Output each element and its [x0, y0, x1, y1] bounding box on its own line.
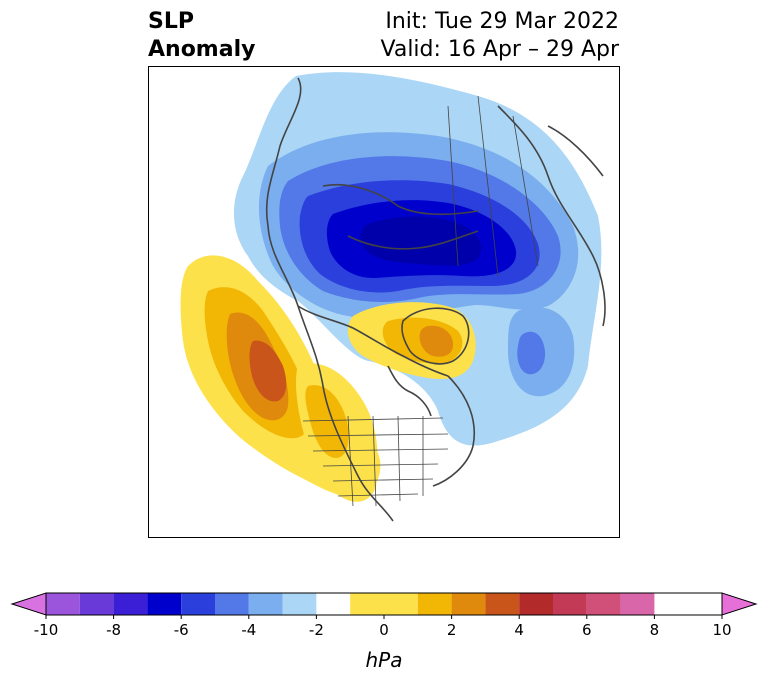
valid-range-text: Valid: 16 Apr – 29 Apr: [380, 37, 620, 62]
map-border: [148, 66, 620, 538]
colorbar-tick-label: 10: [712, 621, 731, 639]
colorbar-tick-label: 4: [514, 621, 524, 639]
colorbar-segment: [113, 593, 148, 615]
colorbar-label: hPa: [366, 648, 403, 672]
colorbar-segment: [46, 593, 80, 615]
colorbar-segment: [181, 593, 215, 615]
colorbar-segment: [316, 593, 351, 615]
atlantic-negative-3: [517, 331, 546, 375]
colorbar-tick-label: -2: [309, 621, 324, 639]
colorbar-ticks: -10 -8 -6 -4 -2 0 2 4 6 8 10: [34, 615, 732, 639]
colorbar-segment: [417, 593, 452, 615]
colorbar-over-arrow: [721, 592, 758, 616]
title-left: SLP Anomaly: [148, 8, 255, 64]
title-right: Init: Tue 29 Mar 2022 Valid: 16 Apr – 29…: [381, 8, 620, 64]
colorbar-under-arrow: [10, 592, 47, 616]
anomaly-map: [148, 66, 620, 538]
greenland-positive-3: [419, 325, 454, 357]
colorbar-segment: [485, 593, 520, 615]
positive-us-extension-2: [305, 385, 349, 458]
colorbar-tick-label: -8: [106, 621, 121, 639]
colorbar-segment: [620, 593, 655, 615]
colorbar-tick-label: 8: [650, 621, 660, 639]
colorbar-tick-label: -10: [34, 621, 59, 639]
colorbar-tick-label: 2: [447, 621, 457, 639]
political-borders: [302, 95, 539, 507]
colorbar: -10 -8 -6 -4 -2 0 2 4 6 8 10 hPa: [10, 592, 758, 672]
colorbar-segment: [586, 593, 621, 615]
negative-contour-6: [360, 216, 482, 266]
init-date-text: Init: Tue 29 Mar 2022: [385, 9, 619, 34]
colorbar-tick-label: -6: [174, 621, 189, 639]
colorbar-segment: [451, 593, 486, 615]
colorbar-tick-label: 0: [379, 621, 389, 639]
colorbar-segment: [215, 593, 249, 615]
colorbar-segment: [147, 593, 182, 615]
colorbar-segment: [248, 593, 283, 615]
title-line-1: SLP: [148, 9, 194, 34]
colorbar-segment: [282, 593, 317, 615]
colorbar-segment: [519, 593, 553, 615]
coastlines: [265, 77, 606, 522]
colorbar-segment: [553, 593, 587, 615]
positive-contour-4: [249, 340, 287, 402]
colorbar-tick-label: 6: [582, 621, 592, 639]
title-line-2: Anomaly: [148, 37, 256, 62]
colorbar-tick-label: -4: [241, 621, 256, 639]
colorbar-segments: [10, 592, 758, 616]
colorbar-segment: [350, 593, 418, 615]
colorbar-segment: [79, 593, 114, 615]
